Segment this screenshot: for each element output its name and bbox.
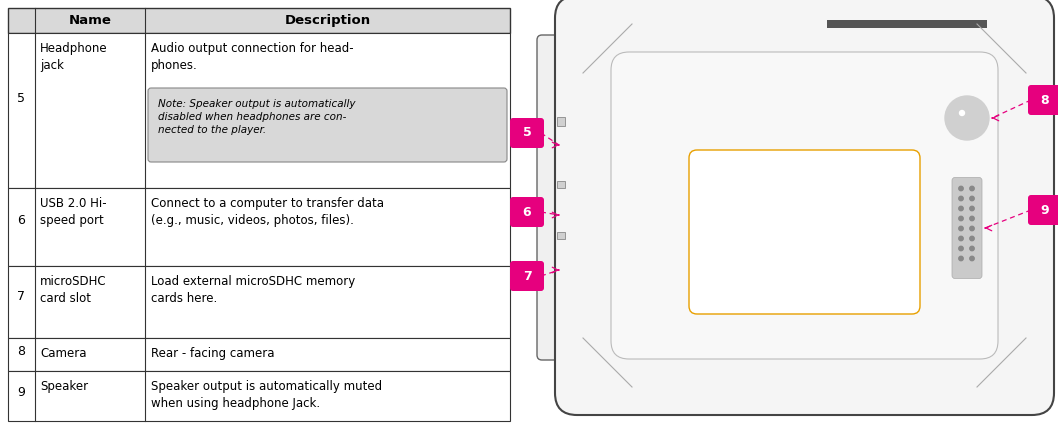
FancyBboxPatch shape	[510, 261, 544, 291]
FancyBboxPatch shape	[952, 178, 982, 278]
Text: Name: Name	[69, 14, 111, 27]
Text: 5: 5	[523, 127, 531, 139]
Circle shape	[959, 206, 963, 211]
FancyBboxPatch shape	[537, 35, 569, 360]
Bar	[557, 232, 565, 239]
FancyBboxPatch shape	[510, 197, 544, 227]
Circle shape	[970, 227, 974, 231]
Text: 6: 6	[523, 205, 531, 218]
Circle shape	[959, 216, 963, 221]
Bar	[8, 33, 510, 188]
Circle shape	[970, 256, 974, 261]
Circle shape	[970, 206, 974, 211]
Text: Rear - facing camera: Rear - facing camera	[151, 347, 274, 360]
Text: Note: Speaker output is automatically
disabled when headphones are con-
nected t: Note: Speaker output is automatically di…	[158, 99, 355, 135]
Bar	[8, 266, 510, 338]
FancyBboxPatch shape	[689, 150, 920, 314]
Bar	[8, 188, 510, 266]
Bar	[8, 371, 510, 421]
Text: 9: 9	[1041, 203, 1050, 217]
FancyBboxPatch shape	[510, 118, 544, 148]
FancyBboxPatch shape	[555, 0, 1054, 415]
Text: Audio output connection for head-
phones.: Audio output connection for head- phones…	[151, 42, 353, 72]
Circle shape	[970, 216, 974, 221]
Text: 8: 8	[18, 345, 25, 358]
Text: Connect to a computer to transfer data
(e.g., music, videos, photos, files).: Connect to a computer to transfer data (…	[151, 197, 384, 227]
Circle shape	[970, 186, 974, 191]
Circle shape	[970, 196, 974, 201]
Circle shape	[951, 102, 983, 134]
Text: 7: 7	[523, 269, 531, 283]
Text: Headphone
jack: Headphone jack	[40, 42, 108, 72]
Circle shape	[962, 113, 972, 123]
Circle shape	[970, 236, 974, 241]
Circle shape	[956, 107, 978, 129]
Circle shape	[945, 96, 989, 140]
Text: Camera: Camera	[40, 347, 87, 360]
Circle shape	[959, 246, 963, 251]
Text: 6: 6	[18, 214, 25, 227]
Text: Speaker: Speaker	[40, 380, 88, 393]
Bar	[8, 8, 510, 33]
Text: 7: 7	[18, 290, 25, 303]
Text: USB 2.0 Hi-
speed port: USB 2.0 Hi- speed port	[40, 197, 107, 227]
Circle shape	[970, 246, 974, 251]
Text: Load external microSDHC memory
cards here.: Load external microSDHC memory cards her…	[151, 275, 355, 305]
Circle shape	[959, 236, 963, 241]
Text: Speaker output is automatically muted
when using headphone Jack.: Speaker output is automatically muted wh…	[151, 380, 382, 410]
Bar	[827, 20, 986, 28]
Bar	[557, 181, 565, 188]
FancyBboxPatch shape	[148, 88, 507, 162]
FancyBboxPatch shape	[1028, 195, 1058, 225]
Circle shape	[959, 227, 963, 231]
Text: 5: 5	[18, 92, 25, 105]
FancyBboxPatch shape	[612, 52, 998, 359]
Circle shape	[959, 196, 963, 201]
Text: microSDHC
card slot: microSDHC card slot	[40, 275, 107, 305]
Bar	[557, 118, 565, 127]
Circle shape	[960, 111, 965, 115]
Text: 9: 9	[18, 386, 25, 399]
Bar	[8, 338, 510, 371]
Text: 8: 8	[1041, 94, 1050, 106]
Circle shape	[959, 256, 963, 261]
Text: Description: Description	[285, 14, 370, 27]
Circle shape	[959, 186, 963, 191]
FancyBboxPatch shape	[1028, 85, 1058, 115]
